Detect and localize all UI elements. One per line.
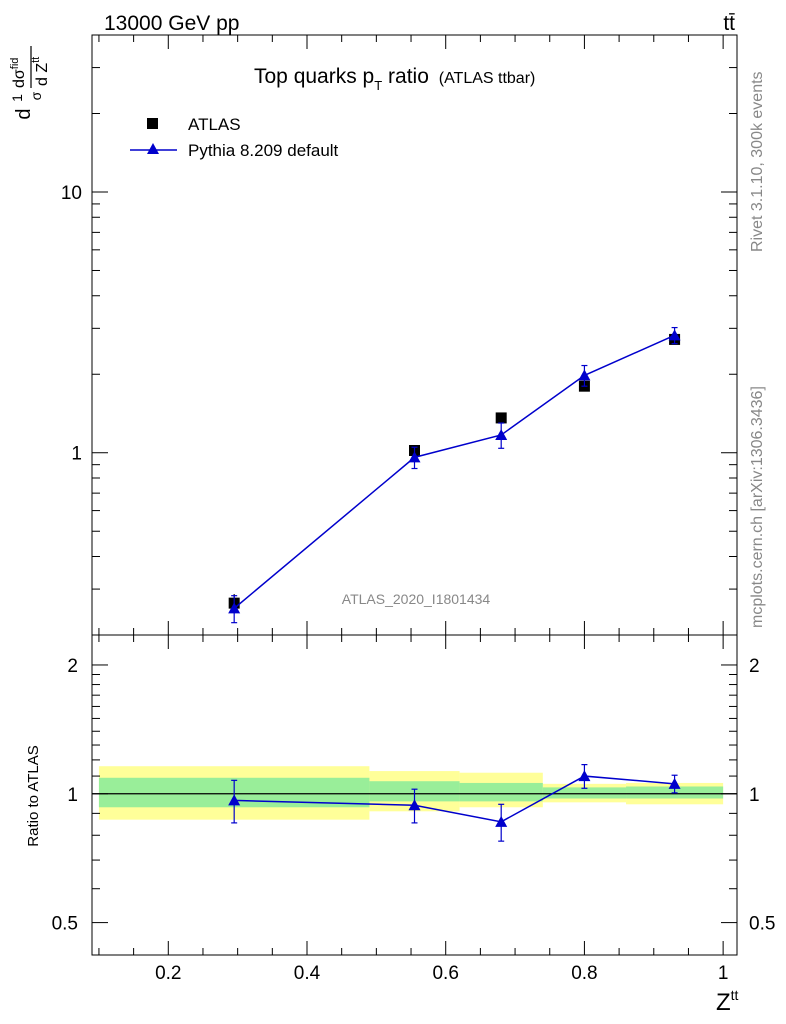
main-ytick-label: 10 (61, 183, 82, 204)
xtick-label: 0.8 (571, 963, 597, 984)
ylabel-fid: fid (9, 58, 21, 70)
legend-mc-label: Pythia 8.209 default (188, 141, 339, 160)
svg-text:dσfid: dσfid (9, 58, 28, 88)
xaxis-label-main: Z (716, 989, 731, 1016)
ylabel-dsigma-s: σ (11, 69, 28, 79)
header-process: tt̄ (723, 12, 735, 35)
main-axis-ticks: 1 10 (61, 34, 737, 636)
rivet-info: Rivet 3.1.10, 300k events (749, 71, 766, 252)
pythia-point (495, 428, 508, 440)
ratio-pythia-point (668, 777, 681, 789)
ylabel-den: d Z (34, 63, 51, 86)
legend: ATLAS Pythia 8.209 default (130, 115, 339, 160)
ylabel-one: 1 (9, 94, 25, 102)
ylabel-den-sup: tt (30, 57, 42, 63)
ratio-ytick-label-right: 2 (749, 656, 760, 677)
legend-data-marker (147, 118, 158, 129)
ratio-panel: 0.5 0.5 1 1 2 2 0.2 0.4 0.6 0.8 1 Ratio to ATLAS Z… (25, 634, 775, 1016)
analysis-watermark: ATLAS_2020_I1801434 (342, 591, 491, 607)
xtick-label: 0.4 (294, 963, 321, 984)
svg-text:d: d (13, 108, 35, 119)
ratio-band-inner (459, 782, 543, 802)
pythia-point (578, 369, 591, 381)
pythia-line (233, 334, 675, 609)
header-energy: 13000 GeV pp (104, 12, 239, 35)
xtick-label: 1 (718, 963, 729, 984)
ratio-data-marks (228, 764, 681, 842)
ratio-ylabel: Ratio to ATLAS (25, 745, 42, 846)
xaxis-label-sup: tt (731, 987, 739, 1003)
mcplots-info: mcplots.cern.ch [arXiv:1306.3436] (749, 386, 766, 628)
ylabel-sigma: σ (28, 91, 44, 100)
legend-mc-marker (147, 143, 159, 154)
atlas-point (495, 412, 507, 424)
svg-text:d Ztt: d Ztt (30, 57, 51, 86)
ratio-uncertainty-bands (98, 766, 724, 820)
ratio-pythia-point (408, 799, 421, 811)
chart-title: Top quarks pT ratio (ATLAS ttbar) (254, 65, 535, 93)
ratio-ytick-label-left: 1 (67, 785, 78, 806)
ratio-ytick-label-left: 2 (67, 656, 78, 677)
main-ytick-label: 1 (71, 444, 82, 465)
ratio-ytick-label-left: 0.5 (52, 914, 78, 935)
ratio-ytick-label-right: 0.5 (749, 914, 775, 935)
pythia-point (228, 602, 241, 614)
ratio-ytick-label-right: 1 (749, 785, 760, 806)
ratio-band-inner (542, 787, 627, 799)
main-ylabel: d 1 σ dσfid d Ztt (9, 46, 51, 120)
ratio-axis-ticks: 0.5 0.5 1 1 2 2 0.2 0.4 0.6 0.8 1 (52, 635, 775, 984)
xtick-label: 0.6 (432, 963, 458, 984)
main-panel: 1 10 Top quarks pT ratio (ATLAS ttbar) AT… (9, 34, 738, 636)
chart-title-word: ratio (382, 65, 429, 88)
chart-title-sub: T (374, 78, 382, 93)
ratio-frame (91, 634, 738, 956)
main-data-marks (228, 326, 681, 624)
ylabel-d: d (13, 108, 35, 119)
ylabel-dsigma: d (11, 79, 28, 88)
xaxis-label: Ztt (716, 987, 739, 1016)
legend-data-label: ATLAS (188, 115, 241, 134)
ratio-pythia-point (578, 770, 591, 782)
ratio-pythia-point (495, 815, 508, 827)
pythia-point (668, 329, 681, 341)
chart-title-main: Top quarks p (254, 65, 374, 88)
xtick-label: 0.2 (155, 963, 181, 984)
pythia-point (408, 451, 421, 463)
svg-text:1 σ: 1 σ (9, 90, 44, 102)
chart-title-extra: (ATLAS ttbar) (439, 70, 536, 87)
ratio-pythia-point (228, 794, 241, 806)
